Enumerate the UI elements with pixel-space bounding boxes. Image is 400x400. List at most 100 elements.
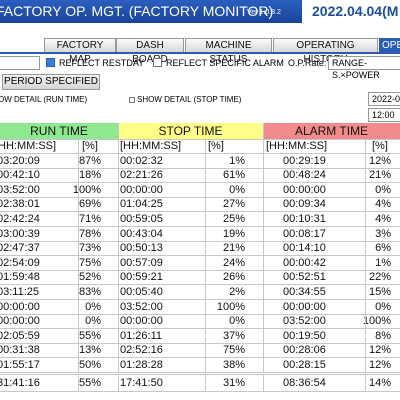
percent-cell: 37% (222, 329, 245, 342)
alarm-label: REFLECT SPECIFIC ALARM (166, 58, 284, 68)
row-line (0, 391, 400, 392)
row-line (0, 241, 400, 242)
percent-cell: 61% (222, 169, 245, 182)
detail-stop-label: SHOW DETAIL (STOP TIME) (137, 95, 242, 104)
row-line (0, 139, 400, 140)
select-box[interactable] (0, 56, 40, 70)
percent-cell: 1% (229, 154, 245, 167)
sub-header: [%] (82, 140, 98, 152)
percent-cell: 0% (229, 183, 245, 196)
percent-cell: 3% (375, 227, 391, 240)
date-input[interactable]: 2022-04 (368, 92, 400, 106)
detail-stop-option[interactable]: SHOW DETAIL (STOP TIME) (129, 95, 241, 104)
time-cell: 03:00:39 (0, 227, 40, 240)
row-line (0, 255, 400, 256)
period-button[interactable]: PERIOD SPECIFIED (2, 74, 100, 90)
tab[interactable]: DASH BOARD (116, 38, 184, 65)
percent-cell: 100% (72, 183, 101, 196)
total-time: 08:36:54 (283, 377, 326, 389)
total-time: 31:41:16 (0, 377, 40, 389)
group-line (118, 123, 119, 139)
percent-cell: 26% (222, 271, 245, 284)
time-cell: 03:52:00 (120, 300, 163, 313)
tab[interactable]: OPE (379, 38, 400, 52)
percent-cell: 12% (368, 344, 391, 357)
column-line (205, 374, 206, 391)
percent-cell: 12% (368, 154, 391, 167)
time-cell: 00:00:00 (283, 183, 326, 196)
percent-cell: 22% (368, 271, 391, 284)
percent-cell: 0% (375, 183, 391, 196)
percent-cell: 0% (85, 315, 101, 328)
percent-cell: 78% (78, 227, 101, 240)
percent-cell: 87% (78, 154, 101, 167)
alarm-option[interactable]: REFLECT SPECIFIC ALARM (153, 58, 284, 68)
time-cell: 02:47:37 (0, 242, 40, 255)
time-cell: 00:42:10 (0, 169, 40, 182)
percent-cell: 25% (222, 212, 245, 225)
column-line (118, 374, 119, 391)
time-input[interactable]: 12:00 (368, 108, 400, 122)
time-cell: 00:59:05 (120, 212, 163, 225)
time-cell: 03:11:25 (0, 285, 40, 298)
column-line (365, 139, 366, 372)
group-header: ALARM TIME (263, 123, 400, 139)
row-line (0, 284, 400, 285)
percent-cell: 13% (78, 344, 101, 357)
row-line (0, 226, 400, 227)
op-rate-select[interactable]: RANGE-S.×POWER (328, 56, 400, 80)
percent-cell: 75% (78, 256, 101, 269)
percent-cell: 2% (229, 285, 245, 298)
percent-cell: 55% (78, 329, 101, 342)
time-cell: 00:10:31 (283, 212, 326, 225)
time-cell: 00:52:51 (283, 271, 326, 284)
time-cell: 00:14:10 (283, 242, 326, 255)
date: 2022.04.04(M (312, 3, 399, 19)
percent-cell: 83% (78, 285, 101, 298)
time-cell: 03:52:00 (283, 315, 326, 328)
column-line (118, 139, 119, 372)
percent-cell: 18% (78, 169, 101, 182)
percent-cell: 24% (222, 256, 245, 269)
sub-header: [HH:MM:SS] (266, 140, 328, 152)
column-line (205, 139, 206, 372)
time-cell: 02:21:26 (120, 169, 163, 182)
row-line (0, 374, 400, 375)
time-cell: 01:59:48 (0, 271, 40, 284)
percent-cell: 0% (85, 300, 101, 313)
time-cell: 00:31:38 (0, 344, 40, 357)
row-line (0, 343, 400, 344)
time-cell: 01:26:11 (120, 329, 163, 342)
time-cell: 00:50:13 (120, 242, 163, 255)
restday-option[interactable]: REFLECT RESTDAY (46, 58, 144, 68)
sub-header: [HH:MM:SS] (120, 140, 182, 152)
tab[interactable]: MACHINE STATUS (185, 38, 272, 65)
total-percent: 31% (222, 377, 245, 389)
tab[interactable]: FACTORY MAP (44, 38, 116, 65)
percent-cell: 50% (78, 358, 101, 371)
detail-run[interactable]: OW DETAIL (RUN TIME) (0, 95, 88, 104)
column-line (78, 374, 79, 391)
time-cell: 00:34:55 (283, 285, 326, 298)
time-cell: 02:54:09 (0, 256, 40, 269)
row-line (0, 314, 400, 315)
percent-cell: 100% (362, 315, 391, 328)
percent-cell: 1% (375, 256, 391, 269)
app-title: FACTORY OP. MGT. (FACTORY MONITOR) (0, 3, 274, 19)
time-cell: 00:02:32 (120, 154, 163, 167)
row-line (0, 182, 400, 183)
time-cell: 00:00:00 (120, 183, 163, 196)
time-cell: 03:52:00 (0, 183, 40, 196)
percent-cell: 73% (78, 242, 101, 255)
row-line (0, 270, 400, 271)
sub-header: HH:MM:SS] (0, 140, 57, 152)
percent-cell: 0% (229, 315, 245, 328)
time-cell: 00:00:00 (120, 315, 163, 328)
row-line (0, 357, 400, 358)
sub-header: [%] (208, 140, 224, 152)
sub-header: [%] (372, 140, 388, 152)
total-percent: 14% (368, 377, 391, 389)
tab[interactable]: OPERATING HISTORY (273, 38, 378, 65)
time-cell: 00:00:42 (283, 256, 326, 269)
